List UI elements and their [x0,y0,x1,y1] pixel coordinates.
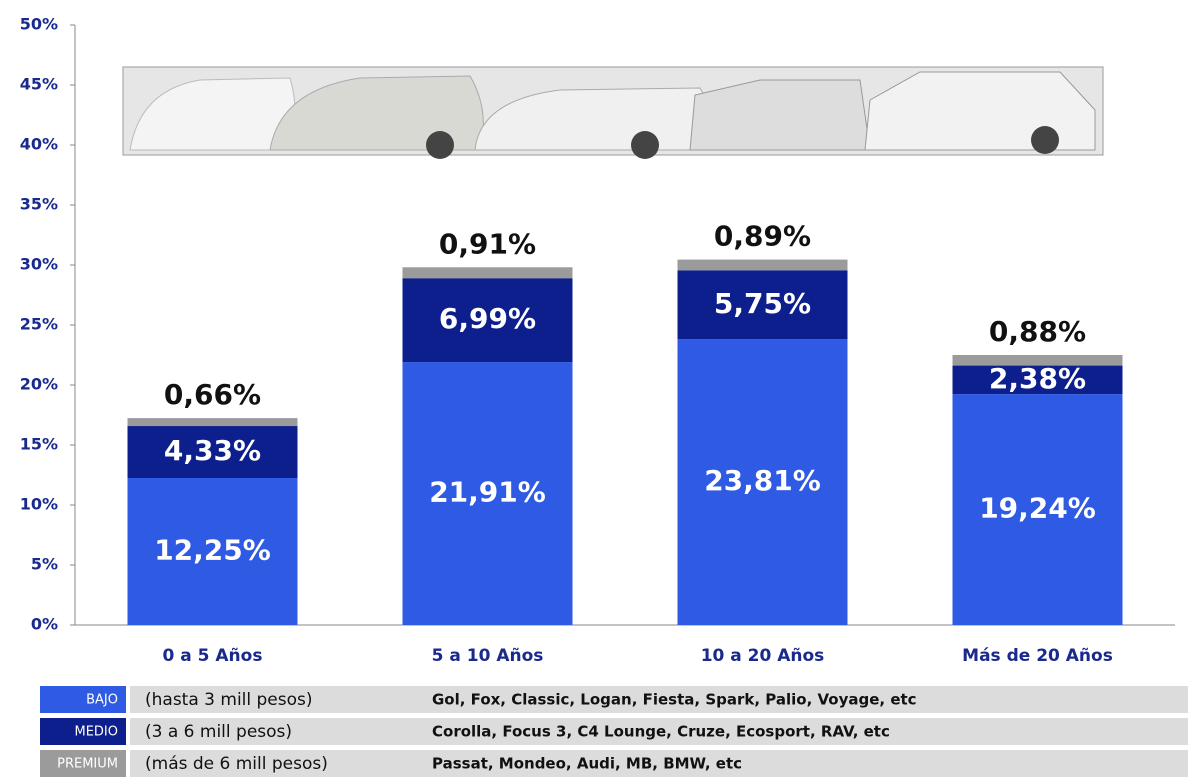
y-tick-label: 0% [31,615,58,634]
value-label: 0,66% [164,378,261,411]
value-label: 21,91% [429,476,546,509]
legend-description: (hasta 3 mill pesos) [145,690,313,710]
legend-name: MEDIO [74,725,118,740]
y-tick-label: 50% [20,15,58,34]
value-label: 4,33% [164,434,261,467]
y-tick-label: 25% [20,315,58,334]
x-tick-label: 5 a 10 Años [432,646,544,666]
bar-segment [403,267,573,278]
y-tick-label: 45% [20,75,58,94]
value-label: 0,88% [989,315,1086,348]
bar-segment [128,418,298,426]
value-label: 0,91% [439,227,536,260]
value-label: 19,24% [979,492,1096,525]
y-tick-label: 35% [20,195,58,214]
y-tick-label: 10% [20,495,58,514]
value-label: 12,25% [154,534,271,567]
bar-segment [953,355,1123,366]
value-label: 23,81% [704,464,821,497]
x-tick-label: Más de 20 Años [962,646,1113,666]
value-label: 5,75% [714,287,811,320]
value-label: 6,99% [439,302,536,335]
legend-name: PREMIUM [57,757,118,772]
car-photo [123,67,1103,159]
legend-description: (más de 6 mill pesos) [145,754,328,774]
legend-examples: Passat, Mondeo, Audi, MB, BMW, etc [432,755,742,773]
value-label: 2,38% [989,362,1086,395]
value-label: 0,89% [714,220,811,253]
x-tick-label: 0 a 5 Años [163,646,263,666]
y-tick-label: 15% [20,435,58,454]
legend-examples: Corolla, Focus 3, C4 Lounge, Cruze, Ecos… [432,723,890,741]
chart: 0% 5% 10% 15% 20% 25% 30% 35% 40% 45% 50% 0 a 5 Año… [0,0,1188,778]
legend-description: (3 a 6 mill pesos) [145,722,292,742]
x-tick-label: 10 a 20 Años [701,646,825,666]
legend-name: BAJO [86,693,118,708]
y-tick-label: 20% [20,375,58,394]
y-tick-label: 30% [20,255,58,274]
legend-examples: Gol, Fox, Classic, Logan, Fiesta, Spark,… [432,691,917,709]
bar-segment [678,260,848,271]
y-tick-label: 40% [20,135,58,154]
y-tick-label: 5% [31,555,58,574]
